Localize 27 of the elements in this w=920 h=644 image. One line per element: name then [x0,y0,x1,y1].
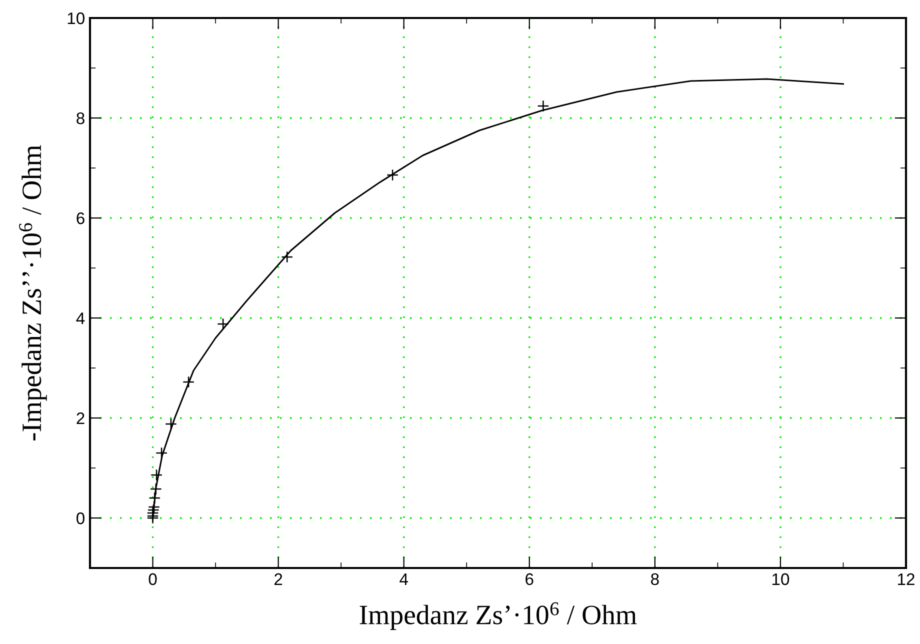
x-tick-label: 8 [651,573,659,586]
x-tick-label: 0 [148,573,157,586]
x-tick-label: 6 [526,573,534,586]
point [150,468,163,482]
y-tick-label: 10 [68,12,84,24]
y-tick-label: 8 [76,112,84,124]
point [147,504,160,516]
point [182,376,195,388]
y-tick-label: 6 [76,212,84,224]
point [164,418,177,430]
point [150,482,162,496]
point [281,250,294,264]
point [156,446,168,460]
x-axis-title: Impedanz Zs’·10$^{6}$ / Ohm [360,602,637,630]
point [148,492,161,504]
point [148,500,160,514]
x-tick-label: 2 [274,573,282,585]
y-tick-label: 4 [76,312,85,324]
point [386,168,399,182]
y-tick-label: 2 [76,412,84,424]
y-tick-label: 0 [76,512,84,524]
y-axis-title: -Impedanz Zs’’·10$^{6}$ / Ohm [19,145,47,440]
point [217,318,230,330]
x-tick-label: 10 [772,573,790,586]
x-tick-label: 12 [898,573,914,585]
point [537,100,550,112]
x-tick-label: 4 [400,573,408,585]
